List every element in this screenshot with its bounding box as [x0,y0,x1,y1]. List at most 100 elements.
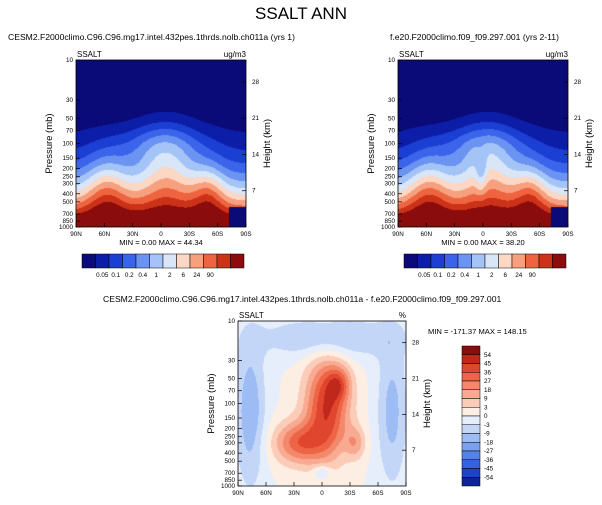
panel1-ytick-label: 500 [62,199,73,206]
colorbar1-swatch [176,253,191,269]
panel3-xtick-label: 60S [372,490,383,497]
panel2-xtick-label: 60S [534,231,545,238]
colorbar3-swatch [461,450,481,460]
panel1-ytick-label: 400 [62,191,73,198]
panel3-y2tick-label: 14 [412,411,420,418]
panel2-ytick-label: 10 [388,57,396,64]
colorbar3-label: 54 [484,352,492,359]
colorbar2-swatch [498,253,513,269]
colorbar2-swatch [552,253,567,269]
panel3-y2label: Height (km) [422,379,433,428]
panel2-xtick-label: 90N [392,231,404,238]
colorbar1-swatch [203,253,218,269]
colorbar2-swatch [511,253,526,269]
panel3-ytick-label: 50 [228,376,236,383]
panel3-ytick-label: 200 [224,425,235,432]
colorbar2-swatch [403,253,418,269]
panel1-xtick-label: 60S [212,231,223,238]
panel1-stats: MIN = 0.00 MAX = 44.34 [119,238,203,247]
panel1-ytick-label: 50 [66,115,74,122]
panel3-xtick-label: 30N [288,490,300,497]
panel2-ytick-label: 100 [384,141,395,148]
panel3-xtick-label: 0 [320,490,324,497]
panel3-title: CESM2.F2000climo.C96.C96.mg17.intel.432p… [103,294,502,304]
colorbar3-swatch [461,398,481,408]
colorbar1-label: 1 [154,272,158,279]
panel1-y2tick-label: 7 [252,188,256,195]
panel2-ytick-label: 70 [388,128,396,135]
panel3-ytick-label: 150 [224,415,235,422]
panel1-xtick-label: 30S [184,231,195,238]
colorbar3-swatch [461,389,481,399]
colorbar3-label: -9 [484,431,490,438]
colorbar2-label: 24 [515,272,523,279]
panel1-ytick-label: 70 [66,128,74,135]
panel3-variable-label: SSALT [239,311,264,320]
panel1-units-label: ug/m3 [224,50,247,59]
panel1-y2tick-label: 14 [252,151,260,158]
panel3-ytick-label: 70 [228,388,236,395]
panel2-ytick-label: 200 [384,166,395,173]
colorbar2-swatch [484,253,499,269]
panel2-ytick-label: 850 [384,218,395,225]
colorbar2-swatch [417,253,432,269]
colorbar1-label: 0.4 [138,272,147,279]
panel3-ytick-label: 850 [224,477,235,484]
panel3-ytick-label: 100 [224,401,235,408]
colorbar3-swatch [461,380,481,390]
panel1-ytick-label: 150 [62,155,73,162]
colorbar1-label: 2 [168,272,172,279]
panel3-y2tick-label: 7 [412,447,416,454]
panel2-ytick-label: 400 [384,191,395,198]
panel3-ytick-label: 400 [224,450,235,457]
colorbar3-label: 3 [484,404,488,411]
colorbar3-swatch [461,433,481,443]
colorbar2-label: 6 [503,272,507,279]
colorbar2-swatch [430,253,445,269]
colorbar2-swatch [538,253,553,269]
colorbar3-swatch [461,372,481,382]
colorbar2-label: 1 [476,272,480,279]
panel2-ytick-label: 150 [384,155,395,162]
panel1-title: CESM2.F2000climo.C96.C96.mg17.intel.432p… [8,32,295,42]
colorbar3-label: 18 [484,387,492,394]
panel3-xtick-label: 90S [400,490,411,497]
colorbar3-swatch [461,363,481,373]
panel1-ytick-label: 250 [62,174,73,181]
colorbar1-swatch [122,253,137,269]
panel1-xtick-label: 30N [127,231,139,238]
colorbar3-label: 36 [484,369,492,376]
panel2-y2tick-label: 21 [574,115,582,122]
panel1-ytick-label: 10 [66,57,74,64]
panel3-ytick-label: 700 [224,470,235,477]
colorbar1-swatch [216,253,231,269]
colorbar3-label: 9 [484,396,488,403]
colorbar1-label: 24 [193,272,201,279]
panel2-xtick-label: 30N [449,231,461,238]
panel2-y2tick-label: 7 [574,188,578,195]
panel1-field [76,60,246,227]
panel2-y2tick-label: 28 [574,79,582,86]
panel3-y2tick-label: 21 [412,376,420,383]
panel2-ylabel: Pressure (mb) [366,113,377,173]
panel2-xtick-label: 90S [562,231,573,238]
colorbar3-swatch [461,477,481,487]
colorbar3-swatch [461,354,481,364]
colorbar1-label: 0.05 [96,272,109,279]
panel2-xtick-label: 60N [421,231,433,238]
panel2-variable-label: SSALT [399,50,424,59]
panel3-y2tick-label: 28 [412,340,420,347]
colorbar1-swatch [108,253,123,269]
panel1-ylabel: Pressure (mb) [44,113,55,173]
panel1-y2label: Height (km) [262,119,273,168]
panel3-ytick-label: 30 [228,357,236,364]
panel3-ylabel: Pressure (mb) [206,373,217,433]
panel1-ytick-label: 30 [66,97,74,104]
panel3-xtick-label: 30S [344,490,355,497]
colorbar1-label: 90 [207,272,215,279]
colorbar1-label: 6 [181,272,185,279]
colorbar2-label: 90 [529,272,537,279]
panel2-units-label: ug/m3 [546,50,569,59]
colorbar3-label: -54 [484,474,494,481]
colorbar3-label: 45 [484,361,492,368]
